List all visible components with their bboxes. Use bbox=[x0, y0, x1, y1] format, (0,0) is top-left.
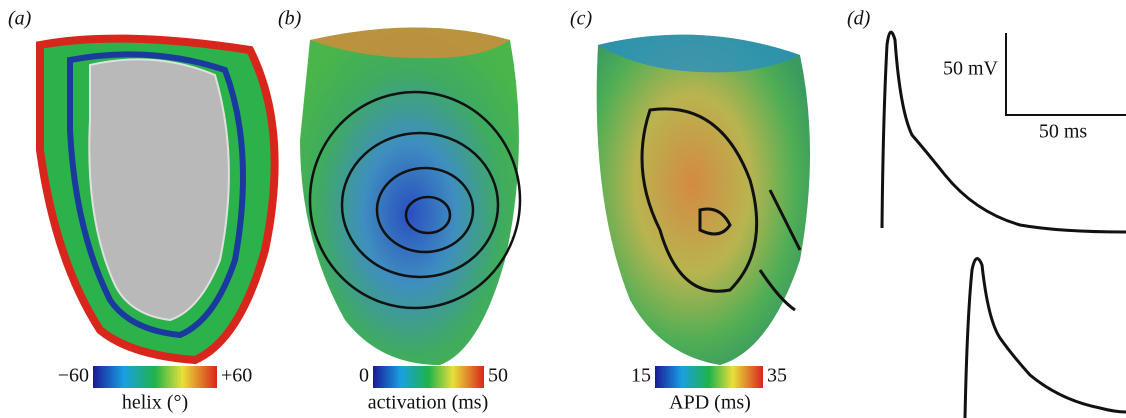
heart bbox=[596, 34, 810, 365]
scale-time: 50 ms bbox=[1039, 121, 1088, 143]
colorbar-min: −60 bbox=[58, 365, 89, 387]
action-potential-trace bbox=[880, 30, 1126, 234]
heart-inner bbox=[88, 58, 230, 322]
action-potential-trace bbox=[963, 257, 1126, 418]
panel-a: (a) −60 +60 helix (°) bbox=[8, 8, 279, 414]
colorbar-min: 0 bbox=[359, 365, 369, 387]
heart-ring bbox=[67, 51, 246, 339]
colorbar bbox=[373, 366, 484, 388]
colorbar-max: +60 bbox=[221, 365, 252, 387]
colorbar-min: 15 bbox=[631, 365, 651, 387]
heart-top bbox=[598, 34, 800, 73]
isochrones bbox=[308, 90, 522, 310]
panel-b: (b) 0 50 activation (ms) bbox=[278, 8, 522, 414]
panel-c: (c) 15 35 APD (ms) bbox=[570, 8, 810, 414]
heart bbox=[300, 27, 519, 365]
scale-voltage: 50 mV bbox=[943, 58, 999, 80]
contours bbox=[640, 107, 802, 312]
colorbar-label: activation (ms) bbox=[368, 392, 489, 414]
panel-label: (c) bbox=[570, 8, 593, 30]
colorbar-label: APD (ms) bbox=[669, 392, 751, 414]
colorbar-label: helix (°) bbox=[122, 392, 188, 414]
colorbar bbox=[93, 366, 217, 388]
colorbar bbox=[655, 366, 763, 388]
panel-label: (d) bbox=[847, 8, 871, 30]
panel-label: (b) bbox=[278, 8, 302, 30]
heart-top bbox=[310, 27, 510, 59]
panel-label: (a) bbox=[8, 8, 32, 30]
colorbar-max: 35 bbox=[767, 365, 787, 387]
colorbar-max: 50 bbox=[488, 365, 508, 387]
panel-d: (d) 50 mV 50 ms bbox=[847, 8, 1126, 418]
scale-bar bbox=[1005, 33, 1126, 116]
